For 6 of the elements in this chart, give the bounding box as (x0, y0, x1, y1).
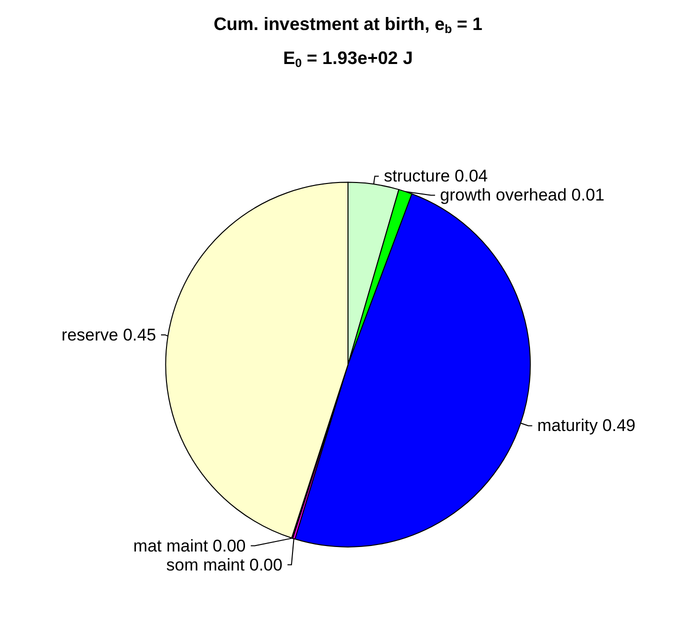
slice-label: structure 0.04 (384, 166, 488, 186)
slice-label: reserve 0.45 (62, 325, 156, 344)
slice-label: mat maint 0.00 (133, 536, 246, 556)
slice-label: maturity 0.49 (537, 416, 636, 436)
slice-label: som maint 0.00 (166, 555, 282, 574)
slice-label: growth overhead 0.01 (440, 186, 605, 205)
